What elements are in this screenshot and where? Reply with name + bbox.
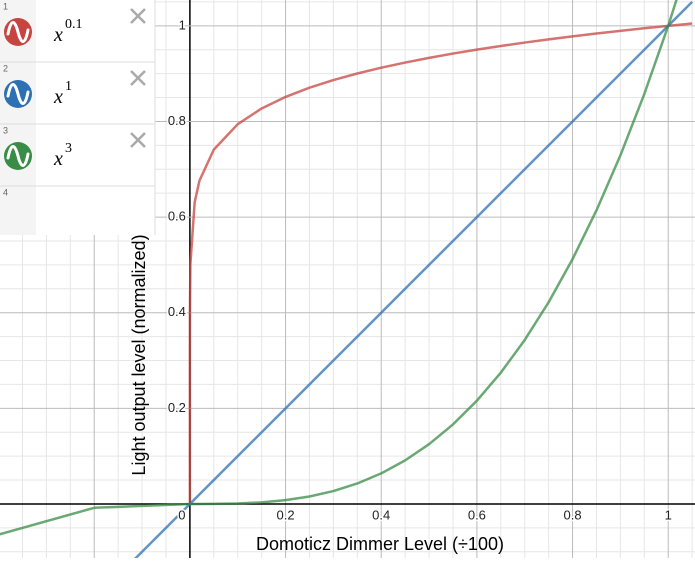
x-axis-title: Domoticz Dimmer Level (÷100) (256, 534, 504, 554)
label-layer: 0 0.2 0.4 0.6 0.8 1 0.2 0.4 0.6 0.8 1 Domoticz Dimm… (129, 16, 674, 554)
delete-button[interactable] (130, 8, 146, 24)
y-tick-label: 0.4 (168, 304, 186, 319)
expression-text[interactable]: x (53, 148, 63, 170)
x-tick-label: 1 (665, 507, 672, 522)
x-tick-label: 0.8 (564, 507, 582, 522)
x-tick-label: 0.2 (277, 507, 295, 522)
expression-text[interactable]: x (53, 24, 63, 46)
expression-exponent: 0.1 (65, 17, 83, 32)
expression-exponent: 1 (65, 79, 72, 94)
expression-base: x (53, 86, 63, 108)
y-axis-title: Light output level (normalized) (129, 234, 149, 475)
wave-icon (6, 145, 30, 167)
wave-icon (6, 21, 30, 43)
y-tick-label: 0.2 (168, 400, 186, 415)
row-number: 2 (3, 63, 8, 73)
expression-text[interactable]: x (53, 86, 63, 108)
expression-base: x (53, 148, 63, 170)
y-tick-label: 1 (179, 17, 186, 32)
x-tick-label: 0.6 (468, 507, 486, 522)
row-number: 4 (3, 187, 8, 197)
function-curve (188, 22, 693, 504)
y-tick-label: 0.8 (168, 113, 186, 128)
y-tick-label: 0.6 (168, 209, 186, 224)
row-number: 3 (3, 125, 8, 135)
x-tick-label: 0.4 (372, 507, 390, 522)
delete-button[interactable] (130, 70, 146, 86)
expression-exponent: 3 (65, 141, 72, 156)
expression-base: x (53, 24, 63, 46)
function-curve (0, 0, 678, 536)
delete-button[interactable] (130, 132, 146, 148)
x-tick-label: 0 (178, 507, 185, 522)
wave-icon (6, 83, 30, 105)
row-number: 1 (3, 1, 8, 11)
